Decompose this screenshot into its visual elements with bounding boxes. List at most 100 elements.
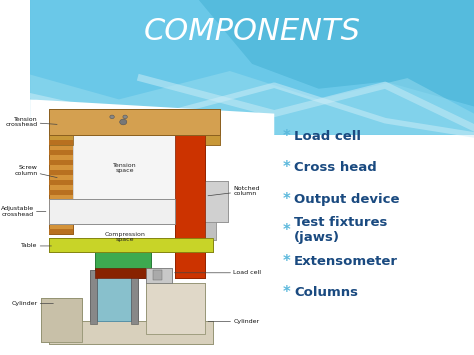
Bar (49, 321, 213, 344)
Bar (49, 219, 73, 224)
Bar (191, 135, 220, 145)
Text: Compression
space: Compression space (105, 231, 146, 242)
Text: Tension
crosshead: Tension crosshead (5, 116, 57, 127)
Bar (49, 209, 73, 214)
Bar (49, 238, 213, 252)
Bar (30, 124, 274, 355)
Bar (153, 270, 163, 280)
Bar (97, 270, 131, 321)
Bar (90, 270, 97, 324)
Circle shape (61, 120, 66, 124)
Polygon shape (30, 0, 474, 135)
Bar (49, 209, 73, 214)
Bar (198, 181, 228, 222)
Text: COMPONENTS: COMPONENTS (144, 17, 361, 47)
Bar (49, 135, 73, 234)
Bar (49, 160, 73, 165)
Circle shape (120, 119, 127, 125)
Bar (49, 109, 220, 135)
Text: Load cell: Load cell (174, 270, 261, 275)
Bar (198, 222, 217, 240)
Bar (49, 160, 73, 165)
Bar (49, 150, 73, 155)
Bar (73, 135, 175, 199)
Polygon shape (30, 71, 474, 135)
Circle shape (123, 115, 128, 119)
Polygon shape (30, 99, 274, 135)
Bar (49, 180, 73, 185)
Text: Cylinder: Cylinder (208, 319, 259, 324)
Circle shape (120, 119, 127, 125)
Bar (112, 204, 125, 217)
Bar (95, 252, 151, 270)
Bar (49, 150, 73, 155)
Bar (73, 135, 175, 201)
Bar (131, 270, 138, 324)
Bar (49, 199, 175, 224)
Text: Test fixtures
(jaws): Test fixtures (jaws) (294, 217, 388, 244)
Bar (198, 181, 228, 222)
Text: *: * (283, 129, 290, 144)
Bar (95, 268, 151, 278)
Bar (49, 170, 73, 175)
Bar (146, 283, 205, 334)
Text: Notched
column: Notched column (208, 186, 260, 196)
Bar (49, 229, 73, 234)
Bar (49, 200, 73, 204)
Bar (73, 135, 175, 199)
Bar (191, 135, 220, 145)
Bar (112, 204, 125, 217)
Bar (49, 190, 73, 195)
Bar (97, 270, 131, 321)
Text: *: * (283, 223, 290, 238)
Bar (54, 204, 77, 219)
Bar (73, 135, 175, 201)
Bar (49, 135, 73, 234)
Bar (49, 200, 73, 204)
Bar (90, 270, 97, 324)
Text: Output device: Output device (294, 193, 400, 206)
Bar (146, 268, 172, 283)
Text: Cylinder: Cylinder (11, 301, 54, 306)
Text: Adjustable
crosshead: Adjustable crosshead (0, 206, 46, 217)
Text: *: * (283, 192, 290, 207)
Bar (49, 140, 73, 145)
Bar (49, 238, 213, 252)
Text: Columns: Columns (294, 286, 358, 299)
Bar (49, 219, 73, 224)
Bar (146, 268, 172, 283)
Bar (30, 0, 474, 135)
Circle shape (110, 115, 114, 119)
Bar (41, 298, 82, 342)
Bar (49, 180, 73, 185)
Bar (49, 199, 175, 224)
Bar (49, 140, 73, 145)
Text: Cross head: Cross head (294, 162, 377, 174)
Text: *: * (283, 160, 290, 175)
Bar (175, 135, 205, 278)
Bar (49, 321, 213, 344)
Bar (49, 109, 220, 135)
Bar (198, 222, 217, 240)
Text: *: * (283, 254, 290, 269)
Bar (49, 199, 175, 224)
Bar (153, 270, 163, 280)
Text: Table: Table (21, 244, 52, 248)
Text: *: * (283, 285, 290, 300)
Bar (49, 109, 220, 135)
Bar (73, 135, 175, 199)
Bar (49, 190, 73, 195)
Text: Tension
space: Tension space (113, 163, 137, 173)
Bar (49, 238, 213, 252)
Bar (131, 270, 138, 324)
Bar (175, 135, 205, 278)
Bar (175, 135, 205, 278)
Text: Extensometer: Extensometer (294, 255, 398, 268)
Bar (95, 252, 151, 270)
Bar (146, 283, 205, 334)
Text: Screw
column: Screw column (14, 165, 57, 178)
Bar (49, 229, 73, 234)
Bar (95, 268, 151, 278)
Bar (49, 135, 73, 145)
Bar (41, 298, 82, 342)
